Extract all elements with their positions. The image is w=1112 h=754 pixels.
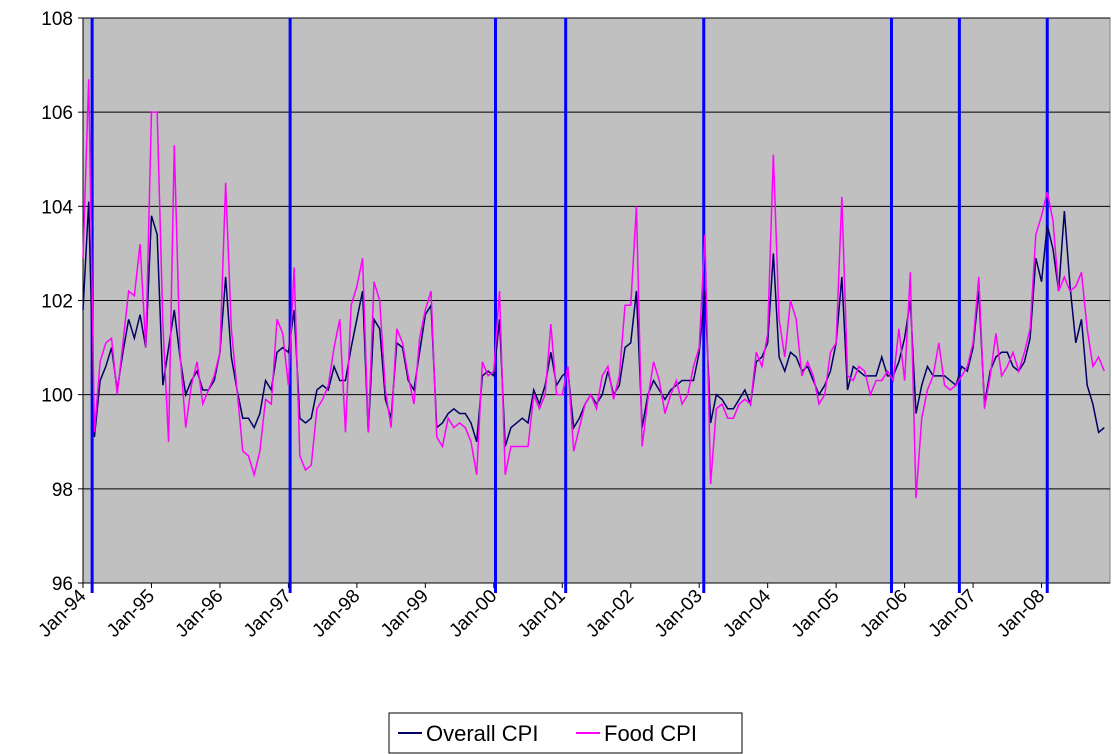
x-tick-label: Jan-03 (651, 586, 707, 642)
x-tick-label: Jan-04 (719, 585, 775, 641)
series-line (82, 201, 1105, 447)
y-tick-label: 96 (52, 574, 73, 595)
x-tick-label: Jan-06 (856, 586, 912, 642)
x-tick-label: Jan-98 (308, 586, 364, 642)
y-tick-label: 98 (52, 480, 73, 501)
x-tick-label: Jan-96 (172, 586, 228, 642)
y-tick-label: 106 (41, 103, 73, 124)
y-tick-label: 102 (41, 292, 73, 313)
legend-label: Overall CPI (426, 721, 538, 746)
x-tick-label: Jan-07 (925, 586, 981, 642)
x-tick-label: Jan-02 (582, 586, 638, 642)
y-tick-label: 100 (41, 386, 73, 407)
x-tick-label: Jan-05 (788, 586, 844, 642)
series-line (82, 79, 1105, 499)
x-tick-label: Jan-00 (445, 586, 501, 642)
x-tick-label: Jan-08 (993, 586, 1049, 642)
x-tick-label: Jan-01 (514, 586, 570, 642)
x-tick-label: Jan-97 (240, 586, 296, 642)
x-tick-label: Jan-95 (103, 586, 159, 642)
x-tick-label: Jan-99 (377, 586, 433, 642)
y-tick-label: 104 (41, 197, 73, 218)
y-tick-label: 108 (41, 9, 73, 30)
legend-label: Food CPI (604, 721, 697, 746)
legend (388, 712, 743, 754)
